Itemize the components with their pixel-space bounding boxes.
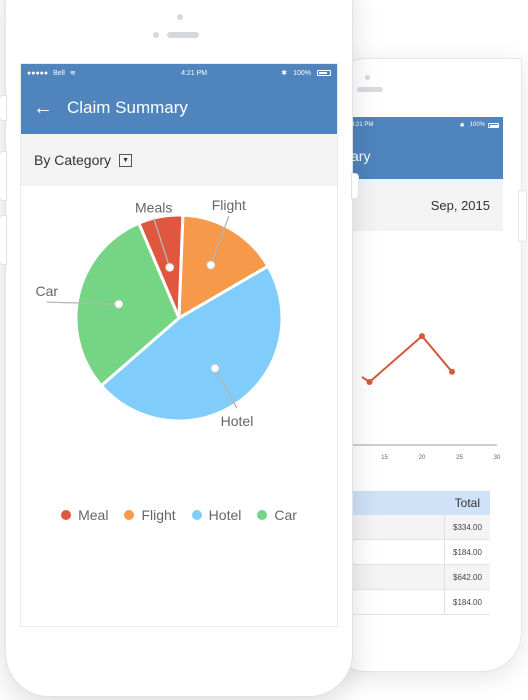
pie-chart-svg: Meals Flight Hotel Car (36, 197, 284, 429)
total-cell: $642.00 (444, 565, 490, 589)
legend-item-flight[interactable]: Flight (124, 507, 176, 523)
pie-label-hotel: Hotel (221, 413, 254, 429)
page-title: Claim Summary (67, 98, 188, 117)
app-bar: ← Claim Summary (21, 82, 337, 134)
status-time: 4:21 PM (351, 122, 374, 128)
filter-label: By Category (34, 152, 112, 168)
line-point[interactable] (449, 368, 455, 375)
status-left: ●●●●● Bell ≋ (27, 69, 147, 78)
legend-label: Car (274, 507, 297, 523)
table-row[interactable]: $334.00 (347, 515, 490, 540)
total-cell: $184.00 (444, 590, 490, 614)
front-phone-screen: ●●●●● Bell ≋ 4:21 PM ✱ 100% ← Claim Summ… (20, 63, 338, 627)
x-tick-label: 20 (419, 455, 426, 461)
volume-up-button (0, 151, 7, 201)
front-camera (177, 14, 183, 20)
legend-label: Meal (78, 507, 109, 523)
legend-item-car[interactable]: Car (257, 507, 297, 523)
table-row[interactable]: $184.00 (347, 540, 490, 565)
x-tick-label: 30 (494, 455, 501, 461)
page-title: ary (351, 148, 371, 164)
line-chart: 15 20 25 30 (347, 231, 503, 461)
x-tick-label: 25 (456, 455, 463, 461)
power-button (351, 173, 359, 199)
line-point[interactable] (366, 379, 373, 385)
speaker-grille (167, 32, 199, 38)
legend-swatch (191, 510, 202, 520)
pie-marker-dot (206, 260, 216, 270)
back-phone: 4:21 PM ✱ 100% ary Sep, 2015 15 20 25 30 To… (326, 58, 522, 672)
status-bar: 4:21 PM ✱ 100% (347, 117, 503, 133)
battery-percent: 100% (293, 69, 311, 77)
arrow-left-icon: ← (33, 96, 53, 119)
pie-leader-line (214, 367, 238, 409)
pie-marker-dot (165, 262, 175, 272)
legend-label: Hotel (208, 507, 242, 523)
legend-swatch (61, 510, 72, 520)
legend-swatch (257, 510, 268, 520)
line-point[interactable] (419, 333, 425, 340)
line-chart-svg: 15 20 25 30 (347, 333, 501, 461)
legend-item-meal[interactable]: Meal (61, 507, 108, 523)
pie-leader-line (153, 218, 171, 268)
pie-label-car: Car (36, 283, 59, 299)
pie-label-flight: Flight (212, 197, 246, 213)
pie-leader-line (210, 215, 230, 266)
legend-swatch (124, 510, 135, 520)
signal-icon: ●●●●● (27, 69, 49, 77)
legend-label: Flight (141, 507, 176, 523)
pie-slice-car[interactable] (74, 221, 181, 388)
total-cell: $184.00 (444, 540, 490, 564)
pie-slice-flight[interactable] (177, 213, 271, 321)
front-camera (365, 75, 370, 80)
mute-switch (0, 95, 7, 121)
line-series (361, 334, 453, 384)
date-label: Sep, 2015 (430, 197, 490, 213)
table-body: $334.00 $184.00 $642.00 $184.00 (347, 515, 490, 615)
pie-slice-hotel[interactable] (99, 264, 284, 423)
date-selector[interactable]: Sep, 2015 (347, 179, 503, 231)
back-phone-screen: 4:21 PM ✱ 100% ary Sep, 2015 15 20 25 30 To… (347, 117, 503, 657)
pie-label-meals: Meals (135, 199, 172, 215)
status-right: ✱ 100% (281, 69, 331, 77)
pie-marker-dot (114, 299, 124, 309)
carrier-name: Bell (53, 69, 65, 77)
category-filter[interactable]: By Category ▼ (21, 134, 337, 186)
table-row[interactable]: $184.00 (347, 590, 490, 615)
proximity-sensor (153, 32, 159, 38)
status-bar: ●●●●● Bell ≋ 4:21 PM ✱ 100% (21, 64, 337, 82)
table-header: Total (347, 491, 490, 515)
caret-down-icon[interactable]: ▼ (119, 153, 133, 167)
pie-marker-dot (210, 363, 220, 373)
volume-down-button (0, 215, 7, 265)
legend-item-hotel[interactable]: Hotel (191, 507, 242, 523)
totals-table: Total $334.00 $184.00 $642.00 $184.00 (347, 491, 490, 615)
app-bar: ary (347, 133, 503, 179)
battery-percent: 100% (469, 122, 485, 128)
side-button (518, 190, 527, 242)
total-cell: $334.00 (444, 515, 490, 539)
speaker-grille (357, 87, 383, 92)
front-phone: ●●●●● Bell ≋ 4:21 PM ✱ 100% ← Claim Summ… (0, 0, 359, 697)
wifi-icon: ≋ (69, 70, 76, 77)
bluetooth-icon: ✱ (281, 70, 288, 77)
chart-legend: Meal Flight Hotel Car (21, 507, 337, 523)
table-row[interactable]: $642.00 (347, 565, 490, 590)
bluetooth-icon: ✱ (459, 122, 465, 129)
status-time: 4:21 PM (181, 69, 208, 77)
column-header-total: Total (454, 496, 480, 510)
pie-chart: Meals Flight Hotel Car (21, 186, 337, 476)
battery-icon (488, 122, 499, 128)
pie-leader-line (46, 301, 119, 305)
x-tick-label: 15 (381, 455, 388, 461)
battery-icon (317, 70, 331, 76)
back-button[interactable]: ← (33, 97, 63, 120)
